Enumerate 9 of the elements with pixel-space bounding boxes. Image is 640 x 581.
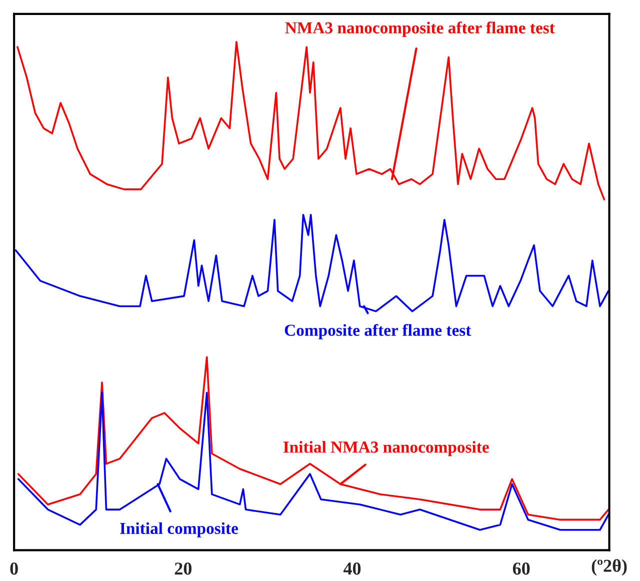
x-axis-title: (º2θ) <box>592 559 627 576</box>
x-tick-label: 20 <box>174 562 192 575</box>
annotation: NMA3 nanocomposite after flame test <box>285 22 555 37</box>
x-tick-label: 0 <box>10 562 18 575</box>
annotation: Composite after flame test <box>284 324 472 340</box>
x-tick-label: 60 <box>512 562 530 575</box>
annotation: Initial composite <box>120 522 238 538</box>
annotation: Initial NMA3 nanocomposite <box>283 440 489 456</box>
x-tick-label: 40 <box>343 562 361 575</box>
